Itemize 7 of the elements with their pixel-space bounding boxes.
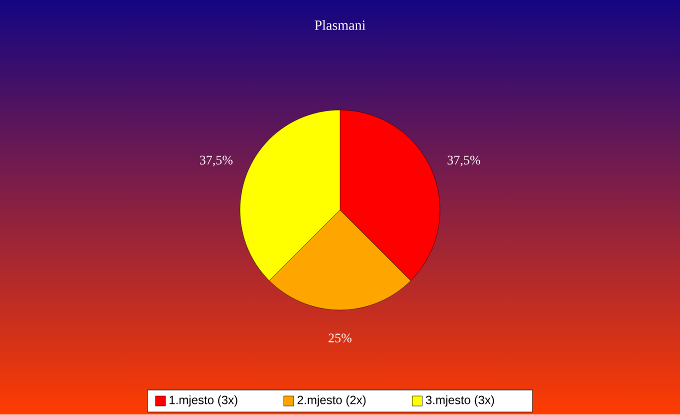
data-label: 25% (328, 334, 352, 342)
data-label: 37,5% (448, 156, 480, 166)
legend-label: 1.mjesto (3x) (170, 395, 238, 407)
legend-label: 2.mjesto (2x) (298, 395, 366, 407)
chart-title: Plasmani (314, 20, 366, 30)
legend-label: 3.mjesto (3x) (426, 395, 494, 407)
data-label: 37,5% (200, 156, 233, 166)
